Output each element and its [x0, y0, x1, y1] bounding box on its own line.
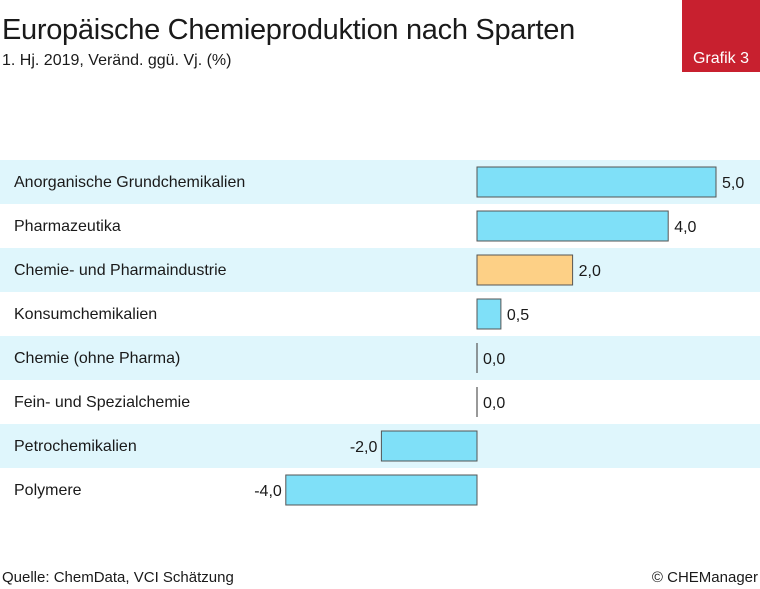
- value-label: -2,0: [350, 439, 378, 456]
- category-label: Polymere: [14, 482, 82, 499]
- value-label: -4,0: [254, 483, 282, 500]
- value-label: 0,0: [483, 395, 505, 412]
- bar: [476, 210, 669, 242]
- bar: [476, 298, 502, 330]
- value-label: 2,0: [579, 263, 601, 280]
- value-label: 4,0: [674, 219, 696, 236]
- chart-title: Europäische Chemieproduktion nach Sparte…: [2, 14, 575, 46]
- figure-badge-label: Grafik 3: [692, 50, 749, 67]
- bar: [476, 166, 717, 198]
- category-label: Fein- und Spezialchemie: [14, 394, 190, 411]
- copyright-note: © CHEManager: [651, 569, 758, 586]
- bar: [380, 430, 478, 462]
- figure-badge: Grafik 3: [682, 0, 760, 72]
- chart-subtitle: 1. Hj. 2019, Veränd. ggü. Vj. (%): [2, 52, 232, 69]
- value-label: 5,0: [722, 175, 744, 192]
- bar-chart: Anorganische Grundchemikalien 5,0 Pharmaze…: [0, 160, 760, 506]
- source-note: Quelle: ChemData, VCI Schätzung: [2, 569, 234, 586]
- category-label: Chemie- und Pharmaindustrie: [14, 262, 227, 279]
- row-stripe: [0, 424, 760, 468]
- category-label: Petrochemikalien: [14, 438, 137, 455]
- category-label: Anorganische Grundchemikalien: [14, 174, 245, 191]
- category-label: Konsumchemikalien: [14, 306, 157, 323]
- value-label: 0,0: [483, 351, 505, 368]
- category-label: Chemie (ohne Pharma): [14, 350, 180, 367]
- bar: [476, 254, 574, 286]
- value-label: 0,5: [507, 307, 529, 324]
- bar: [285, 474, 478, 506]
- row-stripe: [0, 336, 760, 380]
- row-stripe: [0, 248, 760, 292]
- category-label: Pharmazeutika: [14, 218, 121, 235]
